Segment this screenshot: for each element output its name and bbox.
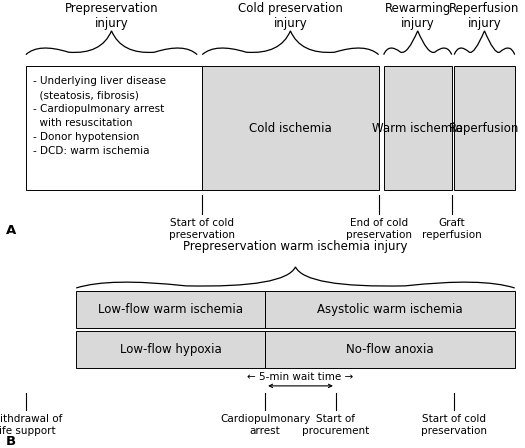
Text: Graft
reperfusion: Graft reperfusion (422, 219, 481, 240)
Text: - Underlying liver disease
  (steatosis, fibrosis)
- Cardiopulmonary arrest
  wi: - Underlying liver disease (steatosis, f… (34, 76, 166, 156)
Text: Start of cold
preservation: Start of cold preservation (421, 414, 487, 436)
Text: Withdrawal of
life support: Withdrawal of life support (0, 414, 62, 436)
Text: Rewarming
injury: Rewarming injury (384, 2, 451, 30)
Text: ← 5-min wait time →: ← 5-min wait time → (247, 372, 354, 382)
Text: B: B (6, 435, 16, 448)
FancyBboxPatch shape (454, 66, 514, 190)
Text: Prepreservation warm ischemia injury: Prepreservation warm ischemia injury (183, 240, 408, 253)
Text: Low-flow hypoxia: Low-flow hypoxia (120, 343, 222, 356)
Text: Cold ischemia: Cold ischemia (249, 122, 332, 135)
Text: Reperfusion: Reperfusion (449, 122, 520, 135)
FancyBboxPatch shape (26, 66, 202, 190)
Text: Reperfusion
injury: Reperfusion injury (449, 2, 520, 30)
Text: Low-flow warm ischemia: Low-flow warm ischemia (98, 303, 243, 316)
Text: Start of
procurement: Start of procurement (302, 414, 370, 436)
Text: Start of cold
preservation: Start of cold preservation (169, 219, 235, 240)
Text: Warm ischemia: Warm ischemia (372, 122, 463, 135)
Text: No-flow anoxia: No-flow anoxia (346, 343, 434, 356)
FancyBboxPatch shape (202, 66, 379, 190)
Text: Cold preservation
injury: Cold preservation injury (238, 2, 343, 30)
FancyBboxPatch shape (265, 291, 514, 328)
Text: Cardiopulmonary
arrest: Cardiopulmonary arrest (220, 414, 310, 436)
Text: Prepreservation
injury: Prepreservation injury (65, 2, 159, 30)
FancyBboxPatch shape (76, 331, 265, 368)
Text: Asystolic warm ischemia: Asystolic warm ischemia (317, 303, 463, 316)
FancyBboxPatch shape (76, 291, 265, 328)
Text: A: A (6, 224, 16, 237)
FancyBboxPatch shape (265, 331, 514, 368)
FancyBboxPatch shape (384, 66, 452, 190)
Text: End of cold
preservation: End of cold preservation (345, 219, 412, 240)
